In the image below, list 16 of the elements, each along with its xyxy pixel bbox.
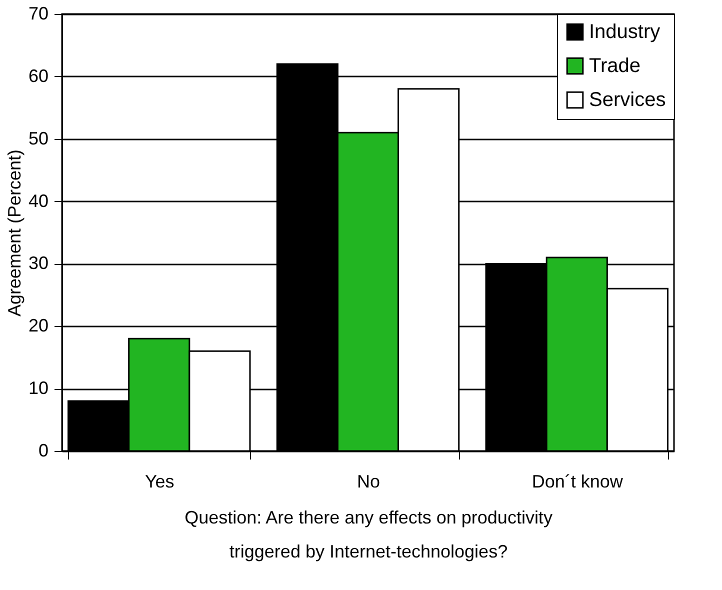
legend-label: Industry: [589, 21, 660, 43]
x-tick-label: No: [356, 472, 380, 492]
legend-label: Services: [589, 89, 666, 111]
y-tick-label: 60: [28, 66, 48, 86]
y-tick-label: 20: [28, 316, 48, 336]
y-tick-label: 0: [38, 440, 48, 460]
y-tick-label: 30: [28, 253, 48, 274]
y-axis-title: Agreement (Percent): [4, 149, 24, 317]
y-tick-label: 50: [28, 128, 48, 148]
y-tick-label: 40: [28, 190, 48, 211]
x-tick-label: Don´t know: [532, 472, 624, 492]
y-tick-label: 10: [28, 378, 48, 398]
legend-label: Trade: [589, 55, 641, 77]
x-tick-label: Yes: [144, 472, 174, 492]
x-axis-title: Question: Are there any effects on productivity triggered by Internet-technologies?: [184, 508, 552, 562]
y-tick-label: 70: [28, 4, 48, 24]
